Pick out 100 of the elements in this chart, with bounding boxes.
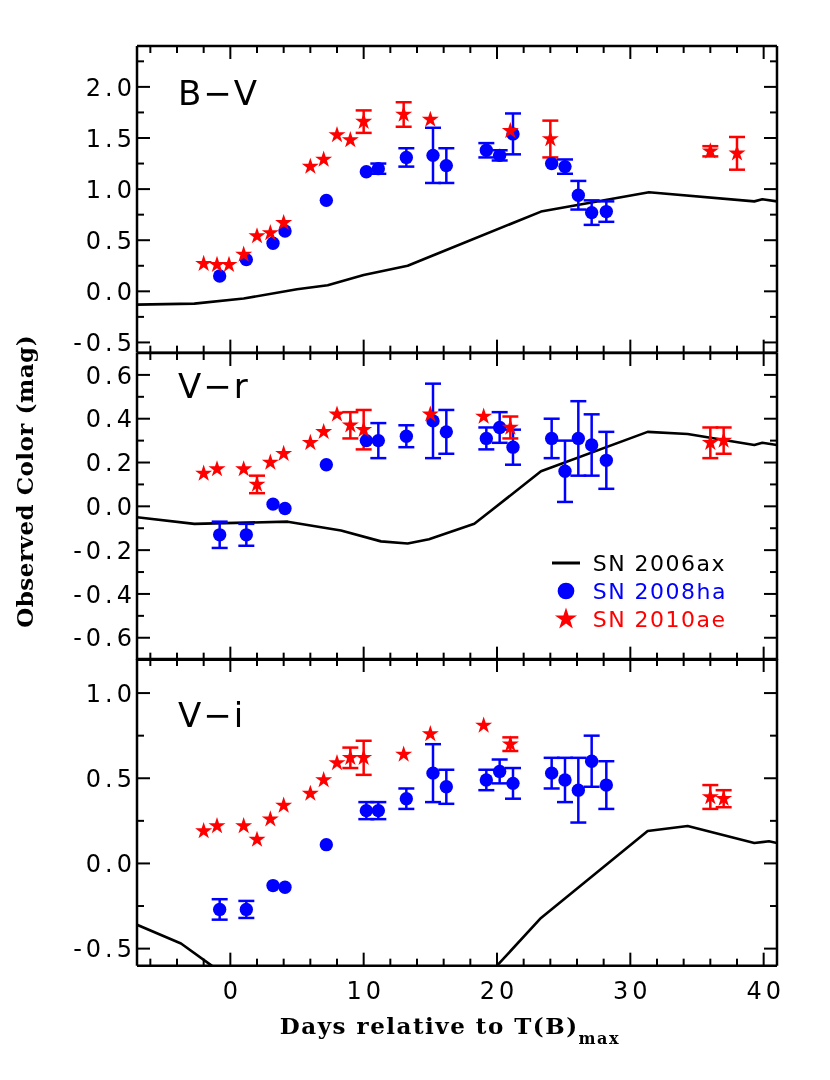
point bbox=[275, 796, 293, 814]
point bbox=[355, 749, 373, 766]
text: B−V bbox=[178, 73, 260, 113]
y-tick-label: 0.0 bbox=[85, 277, 137, 306]
x-tick-label: 40 bbox=[746, 976, 785, 1005]
y-tick-label: -0.5 bbox=[73, 935, 137, 964]
point bbox=[501, 121, 519, 139]
y-tick-label: 0.2 bbox=[85, 448, 137, 477]
point bbox=[544, 431, 559, 445]
point bbox=[319, 457, 334, 472]
point bbox=[506, 440, 520, 454]
point bbox=[701, 788, 719, 805]
point bbox=[278, 501, 292, 515]
point bbox=[195, 464, 213, 481]
point bbox=[501, 418, 519, 435]
point bbox=[571, 783, 585, 798]
point bbox=[421, 110, 439, 127]
point bbox=[319, 838, 334, 852]
point bbox=[235, 245, 253, 262]
point bbox=[558, 464, 572, 478]
y-tick-label: 0.5 bbox=[85, 765, 137, 794]
point bbox=[492, 420, 507, 434]
text: V−i bbox=[178, 695, 246, 736]
point bbox=[599, 453, 613, 467]
point bbox=[571, 431, 585, 445]
point bbox=[426, 766, 440, 781]
point bbox=[208, 817, 226, 834]
point bbox=[328, 405, 346, 422]
point bbox=[506, 777, 520, 791]
point bbox=[301, 157, 319, 174]
point bbox=[266, 497, 280, 511]
point bbox=[584, 437, 599, 452]
point bbox=[315, 771, 333, 788]
point bbox=[195, 822, 213, 839]
x-tick-label: 20 bbox=[479, 976, 519, 1005]
point bbox=[266, 879, 280, 893]
point bbox=[599, 778, 613, 793]
point bbox=[213, 269, 227, 283]
y-tick-label: -0.2 bbox=[73, 536, 137, 565]
point bbox=[341, 131, 359, 148]
point bbox=[359, 165, 374, 179]
point bbox=[248, 227, 266, 244]
y-tick-label: 0.6 bbox=[85, 361, 137, 390]
point bbox=[261, 453, 279, 470]
legend-label: SN 2008ha bbox=[592, 578, 727, 604]
x-tick-label: 30 bbox=[613, 976, 652, 1005]
legend-label: SN 2006ax bbox=[592, 550, 727, 576]
point bbox=[439, 158, 454, 173]
point bbox=[399, 429, 414, 443]
point bbox=[301, 433, 319, 450]
point bbox=[328, 125, 346, 143]
point bbox=[371, 433, 386, 447]
point bbox=[319, 193, 334, 208]
point bbox=[315, 422, 333, 439]
chart-title: V−r bbox=[178, 365, 250, 406]
point bbox=[426, 148, 440, 163]
point bbox=[328, 754, 346, 771]
point bbox=[301, 784, 319, 802]
point bbox=[248, 830, 266, 848]
point bbox=[213, 527, 227, 542]
y-tick-label: -0.4 bbox=[73, 580, 137, 609]
point bbox=[399, 150, 414, 165]
point bbox=[544, 766, 559, 781]
point bbox=[359, 433, 374, 447]
y-tick-label: 1.5 bbox=[85, 124, 137, 153]
point bbox=[278, 880, 292, 895]
point bbox=[571, 188, 585, 202]
point bbox=[275, 213, 293, 231]
point bbox=[715, 431, 733, 448]
y-axis-title: Observed Color (mag) bbox=[11, 334, 38, 628]
point bbox=[584, 754, 599, 769]
point bbox=[235, 817, 253, 834]
legend-label: SN 2010ae bbox=[592, 606, 727, 632]
point bbox=[584, 205, 599, 220]
point bbox=[341, 749, 359, 766]
point bbox=[355, 112, 373, 129]
point bbox=[213, 903, 227, 917]
y-tick-label: 0.0 bbox=[85, 492, 137, 521]
point bbox=[544, 156, 559, 171]
point bbox=[266, 236, 280, 250]
point bbox=[439, 424, 454, 439]
point bbox=[475, 716, 493, 734]
point bbox=[492, 765, 507, 779]
point bbox=[235, 459, 253, 476]
point bbox=[261, 224, 279, 241]
point bbox=[275, 444, 293, 461]
point bbox=[239, 527, 254, 542]
x-axis-title: Days relative to T(B)$_{max}$ bbox=[279, 1011, 621, 1048]
point bbox=[261, 810, 279, 827]
point bbox=[421, 405, 439, 422]
point bbox=[558, 773, 572, 787]
point bbox=[395, 105, 413, 122]
point bbox=[599, 204, 613, 219]
point bbox=[315, 150, 333, 167]
point bbox=[395, 745, 413, 762]
point bbox=[541, 130, 559, 147]
point bbox=[399, 792, 414, 806]
point bbox=[479, 773, 494, 787]
y-tick-label: 1.0 bbox=[85, 175, 137, 204]
y-tick-label: 0.5 bbox=[85, 226, 137, 255]
